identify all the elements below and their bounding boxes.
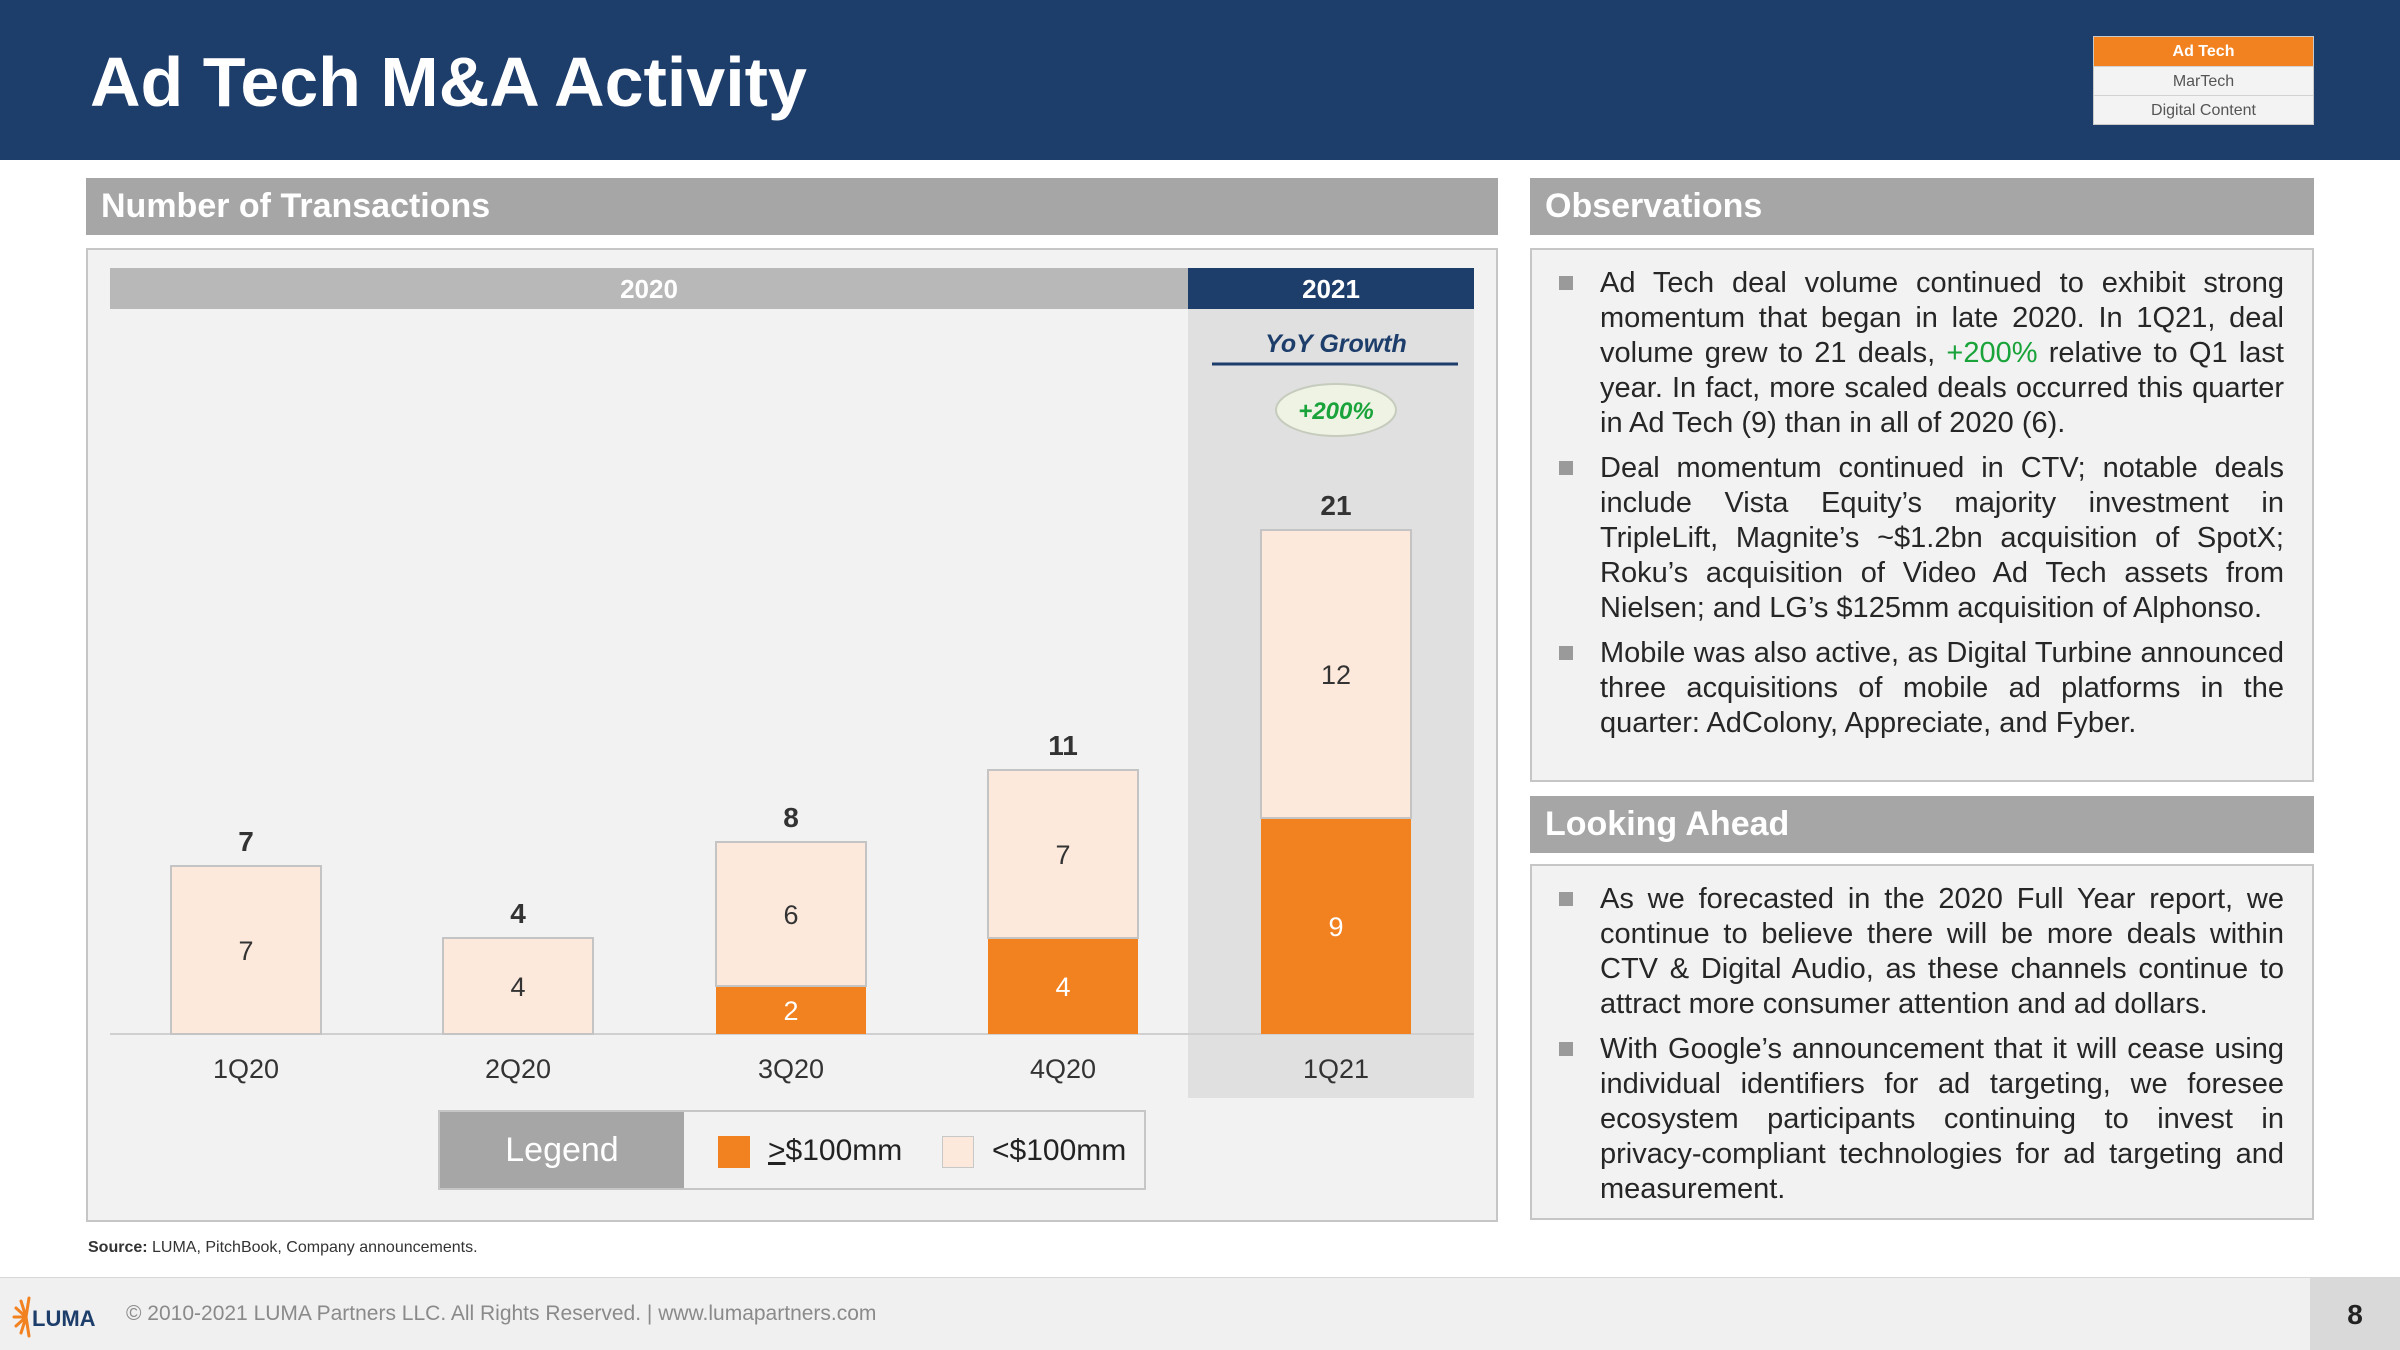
bullet-square-icon (1559, 276, 1573, 290)
observation-item: Deal momentum continued in CTV; notable … (1532, 451, 2312, 626)
footer: LUMA © 2010-2021 LUMA Partners LLC. All … (0, 1277, 2400, 1350)
bullet-square-icon (1559, 1042, 1573, 1056)
source-note: Source: LUMA, PitchBook, Company announc… (88, 1239, 478, 1257)
logo-text: LUMA (32, 1306, 96, 1331)
observation-text: Deal momentum continued in CTV; notable … (1600, 452, 2284, 624)
looking-ahead-header: Looking Ahead (1530, 796, 2314, 853)
legend-swatch-low (942, 1136, 974, 1168)
chart-panel (86, 248, 1498, 1222)
yoy-highlight: +200% (1946, 337, 2038, 369)
transactions-section-header: Number of Transactions (86, 178, 1498, 235)
observation-text: Mobile was also active, as Digital Turbi… (1600, 637, 2284, 739)
tab-martech[interactable]: MarTech (2094, 66, 2313, 95)
looking-ahead-item: With Google’s announcement that it will … (1532, 1032, 2312, 1207)
legend-label-low: <$100mm (992, 1134, 1127, 1167)
observations-header: Observations (1530, 178, 2314, 235)
observation-item: Mobile was also active, as Digital Turbi… (1532, 636, 2312, 741)
tab-ad-tech[interactable]: Ad Tech (2094, 37, 2313, 66)
observation-text-end: relative to Q1 last year. In fact, more … (1600, 337, 2284, 439)
observation-text: Ad Tech deal volume continued to exhibit… (1600, 267, 2284, 369)
looking-ahead-list: As we forecasted in the 2020 Full Year r… (1532, 882, 2312, 1207)
legend-title: Legend (440, 1112, 684, 1188)
bullet-square-icon (1559, 646, 1573, 660)
looking-ahead-item: As we forecasted in the 2020 Full Year r… (1532, 882, 2312, 1022)
header-bar: Ad Tech M&A Activity Ad Tech MarTech Dig… (0, 0, 2400, 160)
legend-swatch-high (718, 1136, 750, 1168)
observation-item: Ad Tech deal volume continued to exhibit… (1532, 266, 2312, 441)
page-title: Ad Tech M&A Activity (90, 43, 807, 121)
copyright-text: © 2010-2021 LUMA Partners LLC. All Right… (126, 1302, 877, 1325)
legend-label-high: >$100mm (768, 1134, 902, 1168)
page-number: 8 (2310, 1278, 2400, 1350)
bullet-square-icon (1559, 461, 1573, 475)
chart-legend: Legend >$100mm <$100mm (438, 1110, 1146, 1190)
legend-label-high-prefix: > (768, 1134, 786, 1167)
bullet-square-icon (1559, 892, 1573, 906)
luma-logo[interactable]: LUMA (12, 1290, 107, 1340)
looking-ahead-text: With Google’s announcement that it will … (1600, 1033, 2284, 1205)
section-tabs: Ad Tech MarTech Digital Content (2093, 36, 2314, 125)
tab-digital-content[interactable]: Digital Content (2094, 95, 2313, 124)
observations-panel: Ad Tech deal volume continued to exhibit… (1530, 248, 2314, 782)
observations-list: Ad Tech deal volume continued to exhibit… (1532, 266, 2312, 741)
looking-ahead-text: As we forecasted in the 2020 Full Year r… (1600, 883, 2284, 1020)
legend-label-high-rest: $100mm (785, 1134, 903, 1167)
source-text: LUMA, PitchBook, Company announcements. (147, 1239, 478, 1256)
source-label: Source: (88, 1239, 148, 1256)
looking-ahead-panel: As we forecasted in the 2020 Full Year r… (1530, 864, 2314, 1220)
